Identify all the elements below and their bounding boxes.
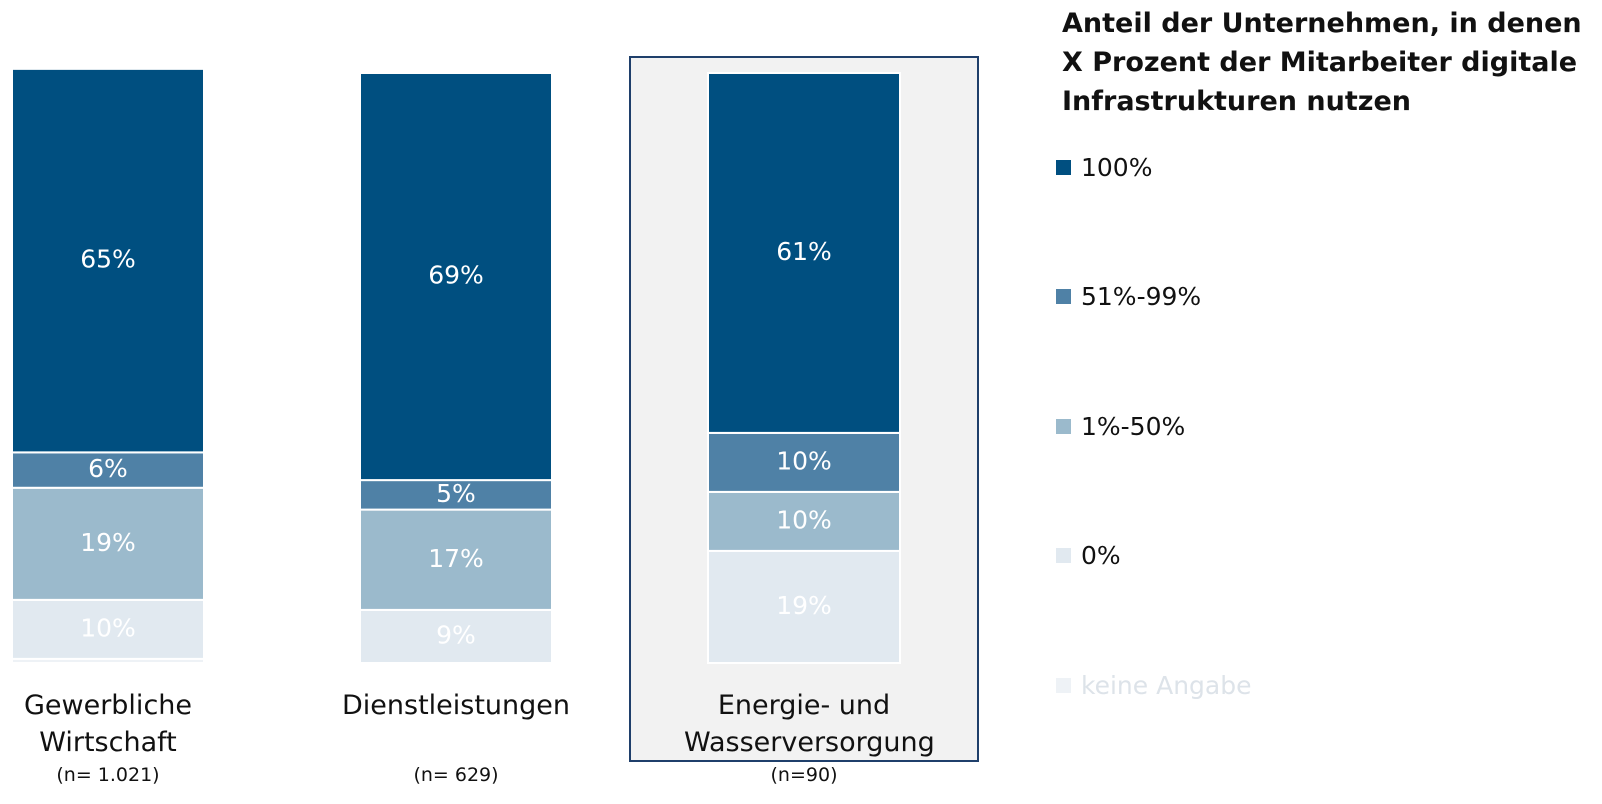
legend-label: 0%	[1081, 540, 1121, 570]
x-tick-label: Gewerbliche Wirtschaft	[23, 690, 193, 758]
bar-segment	[11, 486, 205, 601]
bar-segment	[11, 598, 205, 660]
bar-segment	[11, 67, 205, 454]
legend-label: 1%-50%	[1081, 411, 1186, 441]
legend-swatch	[1056, 677, 1071, 693]
data-label: 10%	[776, 505, 832, 534]
legend-item: 51%-99%	[1056, 281, 1201, 311]
data-label: 6%	[88, 454, 128, 483]
legend-swatch	[1056, 547, 1071, 563]
legend-swatch	[1056, 159, 1071, 175]
data-label: 17%	[428, 544, 484, 573]
x-tick-note: (n= 1.021)	[56, 764, 160, 786]
data-label: 61%	[776, 237, 832, 266]
bar-segment	[707, 72, 901, 434]
legend-item: 100%	[1056, 152, 1152, 182]
legend-item: 0%	[1056, 540, 1121, 570]
legend-label: keine Angabe	[1081, 670, 1252, 700]
x-tick-label: Dienstleistungen	[341, 690, 571, 721]
data-label: 10%	[80, 613, 136, 642]
bar-segment	[359, 508, 553, 611]
data-label: 19%	[80, 528, 136, 557]
bar-segment	[707, 490, 901, 552]
data-label: 19%	[776, 591, 832, 620]
bar-segment	[707, 549, 901, 665]
x-tick-note: (n= 629)	[413, 764, 499, 786]
data-label: 9%	[436, 620, 476, 649]
bar-segment	[359, 479, 553, 511]
legend-swatch	[1056, 288, 1071, 304]
data-label: 65%	[80, 245, 136, 274]
data-label: 10%	[776, 446, 832, 475]
x-tick-label: Energie- und Wasserversorgung	[684, 690, 935, 758]
bar-segment	[359, 608, 553, 665]
legend-item: 1%-50%	[1056, 411, 1185, 441]
bar-segment	[707, 431, 901, 493]
legend-label: 51%-99%	[1081, 281, 1202, 311]
legend-label: 100%	[1081, 152, 1153, 182]
data-label: 5%	[436, 479, 476, 508]
legend-title: Anteil der Unternehmen, in denen X Proze…	[1062, 8, 1582, 117]
x-tick-note: (n=90)	[770, 764, 838, 786]
bar-segment	[359, 72, 553, 482]
legend-swatch	[1056, 418, 1071, 434]
legend-item: keine Angabe	[1056, 670, 1251, 700]
data-label: 69%	[428, 261, 484, 290]
